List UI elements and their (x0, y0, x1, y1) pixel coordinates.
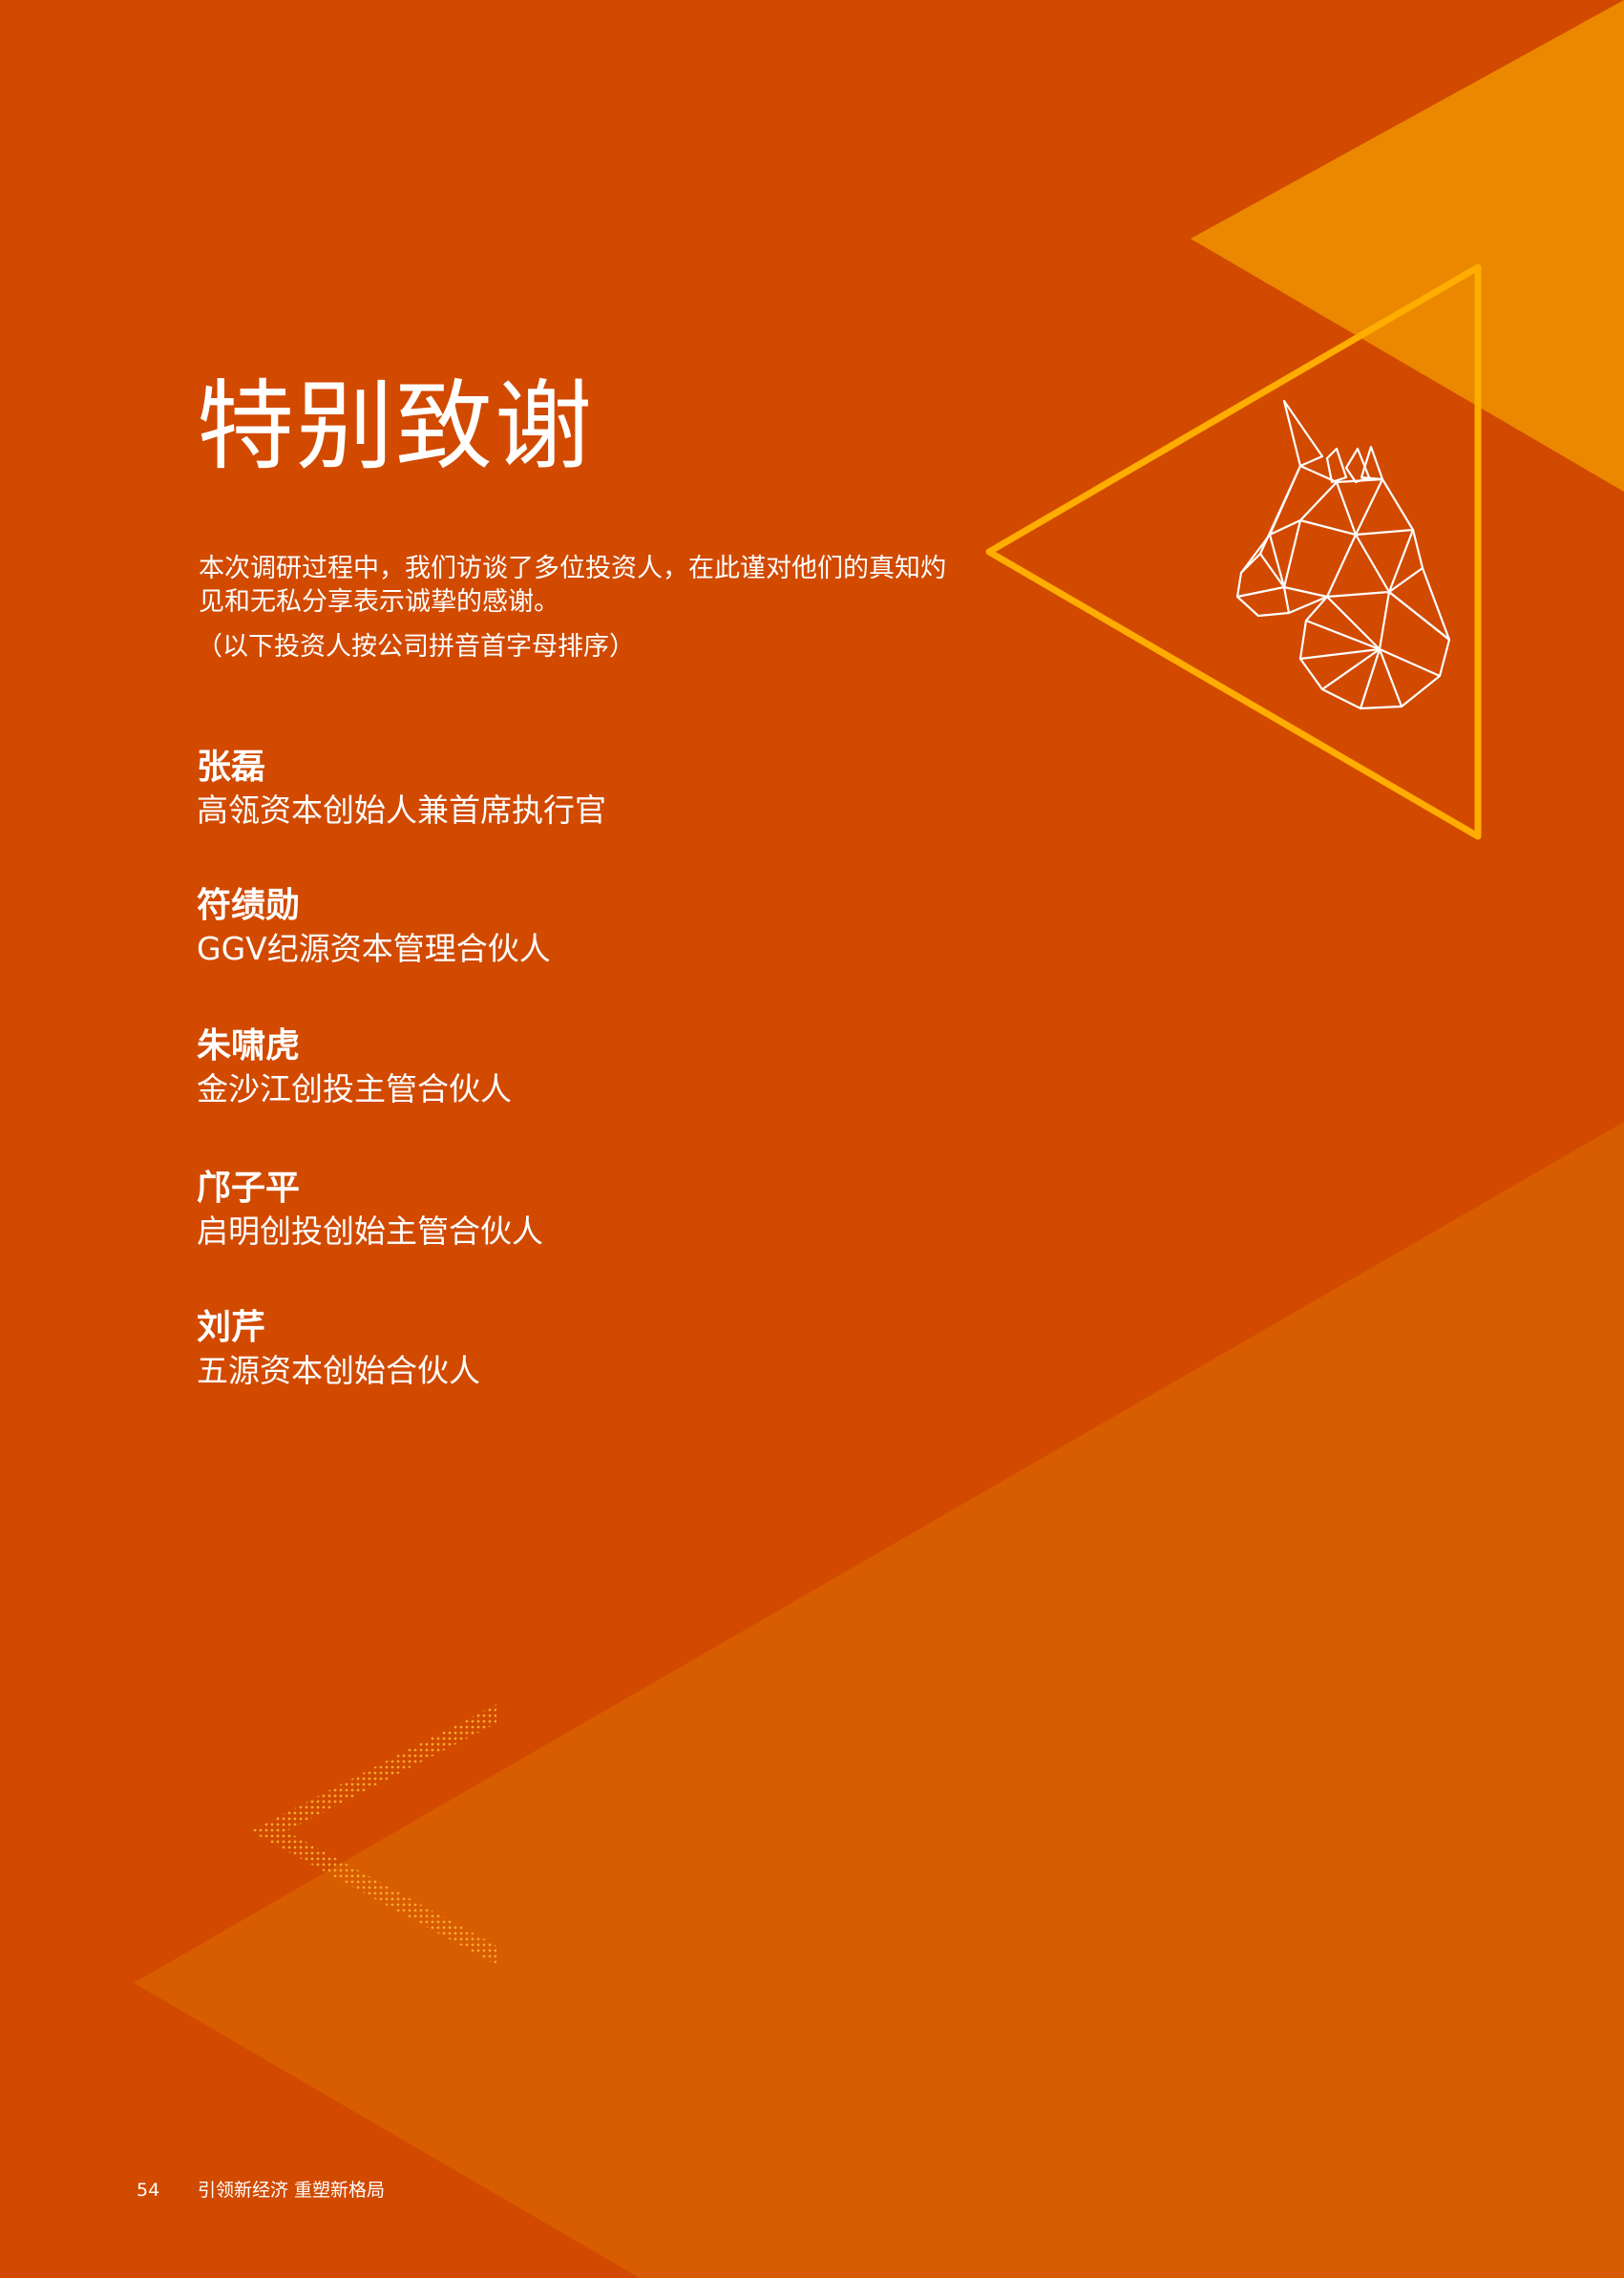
top-right-triangle (1191, 0, 1624, 492)
person-name: 符绩勋 (197, 886, 301, 925)
page-title: 特别致谢 (197, 370, 594, 484)
person-title: 高瓴资本创始人兼首席执行官 (197, 791, 606, 829)
sort-note: （以下投资人按公司拼音首字母排序） (197, 632, 635, 662)
chevron-left-icon (250, 1704, 496, 1965)
outline-triangle (985, 264, 1482, 840)
unicorn-icon (1235, 399, 1451, 710)
person-title: 五源资本创始合伙人 (197, 1352, 480, 1389)
person-entry: 邝子平 启明创投创始主管合伙人 (197, 1167, 960, 1253)
person-entry: 符绩勋 GGV纪源资本管理合伙人 (197, 884, 960, 970)
person-title: GGV纪源资本管理合伙人 (197, 930, 551, 967)
large-light-triangle (134, 1122, 1624, 2278)
person-title: 金沙江创投主管合伙人 (197, 1070, 512, 1107)
person-title: 启明创投创始主管合伙人 (197, 1213, 543, 1250)
intro-text: 本次调研过程中，我们访谈了多位投资人，在此谨对他们的真知灼见和无私分享表示诚挚的… (199, 554, 946, 617)
person-name: 张磊 (197, 748, 266, 787)
person-name: 刘芹 (197, 1308, 266, 1347)
person-entry: 张磊 高瓴资本创始人兼首席执行官 (197, 746, 960, 832)
page-number: 54 (137, 2180, 160, 2201)
publication-title: 引领新经济 重塑新格局 (198, 2180, 386, 2201)
person-entry: 刘芹 五源资本创始合伙人 (197, 1306, 960, 1392)
person-entry: 朱啸虎 金沙江创投主管合伙人 (197, 1024, 960, 1110)
person-name: 朱啸虎 (197, 1026, 301, 1065)
person-name: 邝子平 (197, 1169, 301, 1208)
